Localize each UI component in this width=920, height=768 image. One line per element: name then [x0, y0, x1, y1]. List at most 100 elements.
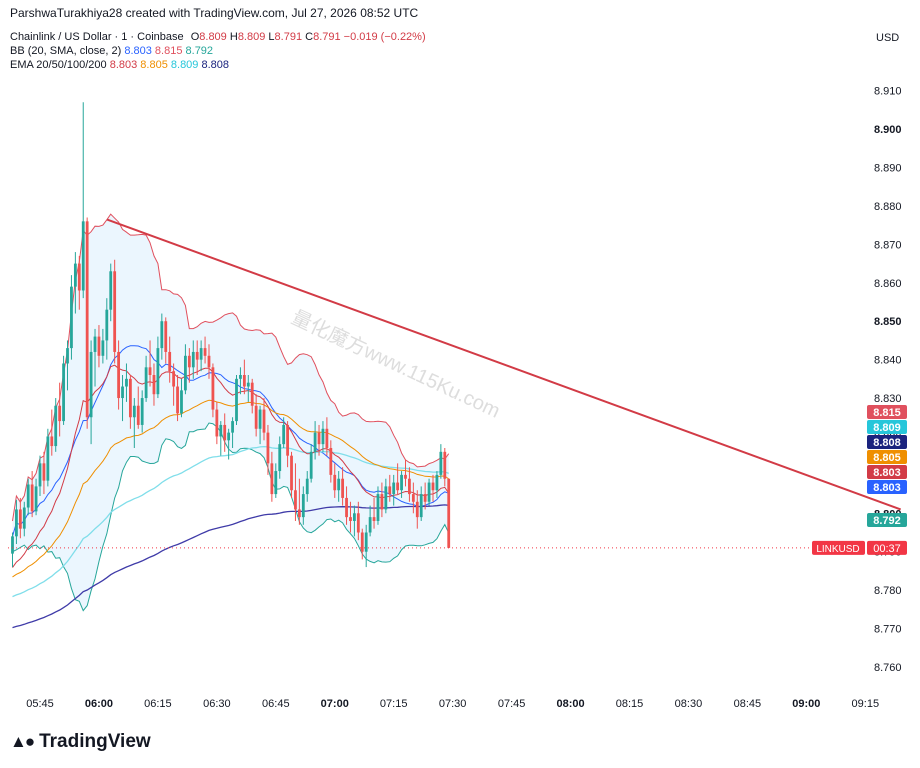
price-tick-label: 8.900 — [874, 124, 902, 136]
candle-body — [73, 263, 77, 287]
price-tag-box — [867, 405, 907, 419]
candle-body — [176, 386, 179, 414]
legend-low-label: L — [268, 31, 275, 43]
price-tag-box — [867, 420, 907, 434]
candle-body — [101, 340, 105, 356]
currency-label[interactable]: USD — [876, 32, 900, 44]
candle-body — [427, 482, 431, 502]
price-tick-label: 8.860 — [874, 278, 902, 290]
candle-body — [219, 424, 223, 437]
candle-body — [18, 509, 22, 529]
price-tag-value: 8.803 — [873, 482, 901, 494]
price-tag-value: 8.803 — [873, 467, 901, 479]
time-tick-label: 07:00 — [321, 698, 349, 710]
candle-body — [431, 482, 435, 491]
price-tag-box — [867, 480, 907, 494]
candle-body — [34, 486, 38, 512]
bb-basis-line — [12, 345, 449, 537]
tradingview-brand[interactable]: ▲● TradingView — [10, 731, 151, 753]
price-tick-label: 8.850 — [874, 316, 902, 328]
legend-bb-row[interactable]: BB (20, SMA, close, 2) 8.803 8.815 8.792 — [10, 44, 426, 58]
legend-ema100: 8.809 — [170, 59, 199, 71]
candle-body — [349, 517, 352, 521]
countdown-tag-text: 00:37 — [873, 543, 901, 555]
candle-body — [81, 221, 85, 291]
legend-high: 8.809 — [237, 31, 266, 43]
price-tick-label: 8.910 — [874, 86, 902, 98]
candle-body — [333, 474, 337, 491]
brand-name: TradingView — [39, 731, 151, 752]
candle-body — [180, 390, 183, 414]
candle-body — [77, 263, 81, 291]
candle-body — [140, 398, 144, 425]
candle-body — [301, 494, 305, 518]
time-tick-label: 06:15 — [144, 698, 172, 710]
legend-symbol-row[interactable]: Chainlink / US Dollar · 1 · Coinbase O8.… — [10, 30, 426, 44]
legend-bb-upper: 8.815 — [154, 45, 183, 57]
time-tick-label: 05:45 — [26, 698, 54, 710]
bollinger-bands — [12, 213, 450, 612]
candle-body — [235, 378, 238, 422]
candle-body — [54, 405, 58, 447]
price-tag-box — [867, 450, 907, 464]
time-tick-label: 09:15 — [852, 698, 880, 710]
legend-open: 8.809 — [199, 31, 227, 43]
trendline-segment — [106, 218, 902, 511]
price-tick-label: 8.780 — [874, 585, 902, 597]
candle-body — [46, 436, 50, 481]
legend-high-label: H — [229, 31, 238, 43]
legend-change: −0.019 (−0.22%) — [343, 31, 426, 43]
time-tick-label: 07:30 — [439, 698, 467, 710]
candle-body — [62, 363, 65, 422]
candle-body — [211, 367, 215, 410]
candle-body — [164, 321, 168, 352]
price-axis[interactable]: 8.7608.7708.7808.7908.8008.8108.8208.830… — [874, 86, 902, 674]
candle-body — [337, 478, 341, 491]
candle-body — [38, 463, 42, 487]
candle-body — [207, 355, 211, 368]
legend-ema20: 8.803 — [109, 59, 138, 71]
bb-fill — [12, 214, 449, 611]
candle-body — [270, 463, 274, 495]
legend-open-label: O — [190, 31, 200, 43]
candle-body — [404, 474, 407, 479]
candle-body — [97, 336, 101, 356]
candle-body — [305, 478, 309, 495]
candle-body — [58, 405, 62, 422]
candle-body — [262, 409, 266, 433]
candle-body — [11, 536, 14, 554]
candle-body — [447, 478, 451, 548]
legend-close: 8.791 — [313, 31, 341, 43]
candle-body — [443, 451, 447, 479]
legend-low: 8.791 — [274, 31, 303, 43]
candle-body — [30, 484, 34, 512]
candle-body — [231, 421, 234, 433]
candle-body — [239, 375, 242, 379]
time-tick-label: 07:15 — [380, 698, 408, 710]
candles — [11, 102, 451, 568]
candle-body — [353, 513, 356, 521]
price-tag-box — [867, 513, 907, 527]
legend-ema200: 8.808 — [201, 59, 230, 71]
candle-body — [317, 432, 321, 445]
time-tick-label: 08:00 — [556, 698, 584, 710]
candle-body — [341, 478, 345, 498]
ema-lines — [12, 364, 450, 629]
legend-ema-label: EMA 20/50/100/200 — [10, 59, 107, 71]
ema50-line — [12, 399, 449, 578]
candle-body — [132, 405, 136, 418]
time-tick-label: 08:15 — [616, 698, 644, 710]
trendline[interactable] — [8, 218, 902, 549]
candle-body — [286, 424, 289, 456]
legend-bb-basis: 8.803 — [124, 45, 152, 57]
legend-bb-lower: 8.792 — [185, 45, 214, 57]
time-axis[interactable]: 05:45 06:00 06:15 06:30 06:45 07:00 07:15 07:30… — [26, 698, 879, 710]
legend-ema-row[interactable]: EMA 20/50/100/200 8.803 8.805 8.809 8.80… — [10, 58, 426, 72]
candle-body — [290, 455, 293, 491]
price-tag-value: 8.808 — [873, 437, 901, 449]
candle-body — [250, 382, 254, 406]
candle-body — [136, 405, 140, 425]
candle-body — [392, 482, 396, 495]
candle-body — [435, 474, 439, 491]
